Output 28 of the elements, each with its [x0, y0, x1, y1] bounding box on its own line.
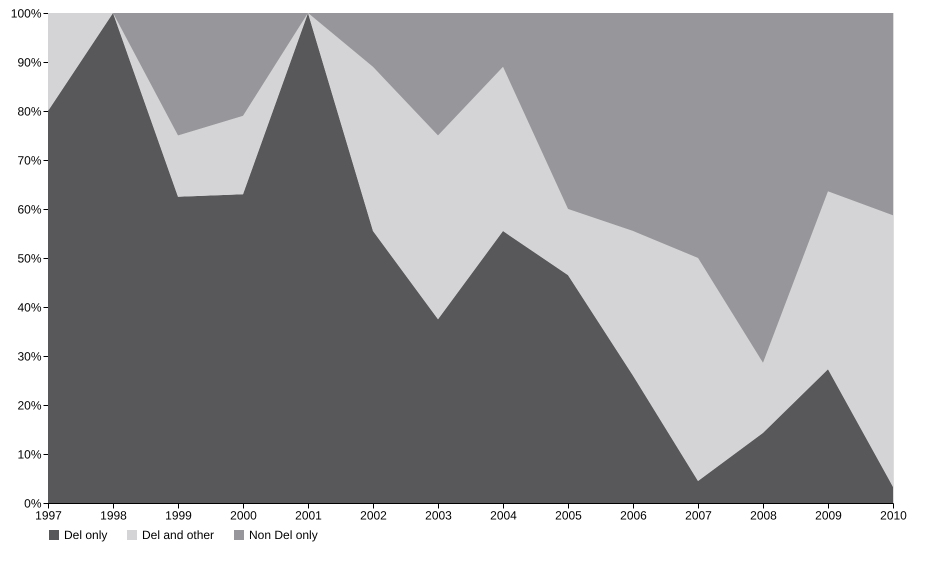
y-tick-label: 10% — [17, 448, 42, 462]
y-tick-label: 70% — [17, 154, 42, 168]
x-tick-label: 2003 — [425, 508, 452, 522]
y-tick-label: 90% — [17, 56, 42, 70]
x-tick-label: 1997 — [35, 508, 62, 522]
y-tick-label: 50% — [17, 252, 42, 266]
x-tick-label: 2007 — [685, 508, 712, 522]
y-tick-label: 100% — [10, 6, 42, 20]
x-tick-label: 2004 — [490, 508, 518, 522]
y-tick-label: 80% — [17, 104, 42, 118]
legend-label: Non Del only — [249, 528, 318, 542]
legend-label: Del only — [64, 528, 108, 542]
x-tick-label: 2008 — [750, 508, 778, 522]
x-tick-label: 2009 — [815, 508, 842, 522]
x-tick-label: 2001 — [295, 508, 322, 522]
y-tick-label: 30% — [17, 350, 42, 364]
y-tick-label: 0% — [24, 496, 42, 510]
x-tick-label: 2002 — [360, 508, 388, 522]
y-tick-label: 60% — [17, 202, 42, 216]
x-tick-label: 2005 — [555, 508, 582, 522]
x-tick-label: 1999 — [165, 508, 192, 522]
x-tick-label: 2000 — [230, 508, 258, 522]
legend-label: Del and other — [142, 528, 214, 542]
x-tick-label: 2010 — [880, 508, 908, 522]
y-tick-label: 20% — [17, 398, 42, 412]
x-tick-label: 2006 — [620, 508, 648, 522]
y-tick-label: 40% — [17, 300, 42, 314]
x-tick-label: 1998 — [100, 508, 128, 522]
